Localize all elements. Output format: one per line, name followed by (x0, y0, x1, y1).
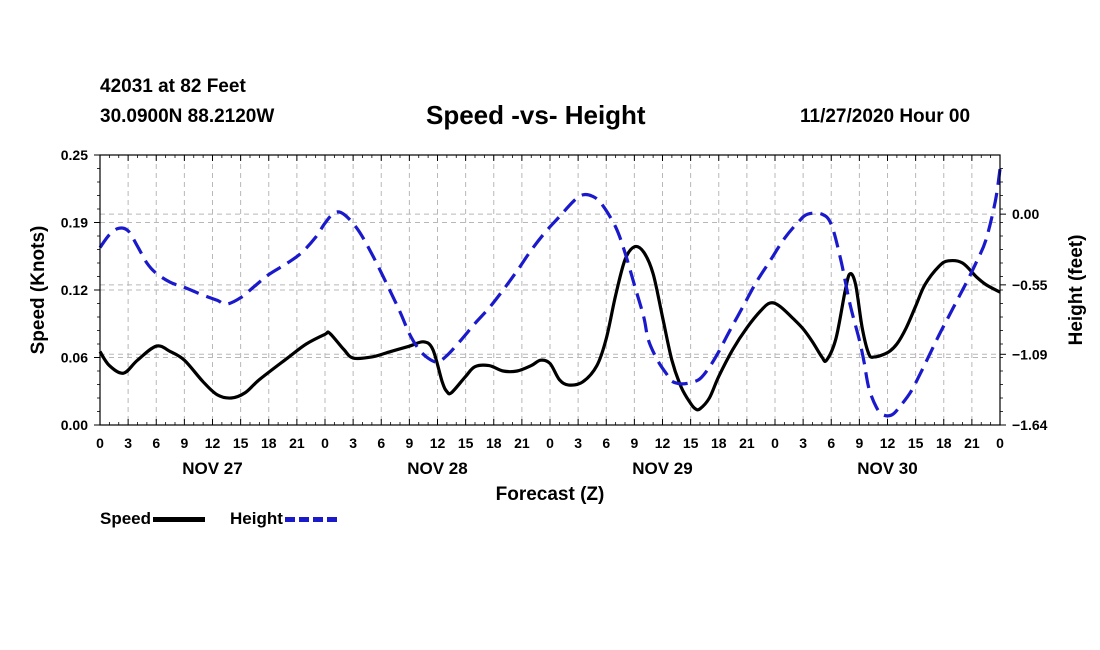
x-tick-label: 9 (855, 435, 863, 451)
x-tick-label: 12 (205, 435, 221, 451)
station-label: 42031 at 82 Feet (100, 76, 246, 97)
x-tick-label: 18 (711, 435, 727, 451)
x-tick-label: 12 (430, 435, 446, 451)
legend-height: Height (230, 509, 337, 529)
x-tick-label: 3 (349, 435, 357, 451)
legend-height-swatch (284, 516, 337, 522)
legend-speed-label: Speed (100, 509, 152, 528)
left-tick-label: 0.19 (61, 215, 88, 231)
legend-height-label: Height (230, 509, 283, 528)
x-tick-label: 15 (233, 435, 249, 451)
day-label: NOV 27 (182, 459, 242, 478)
coordinates-label: 30.0900N 88.2120W (100, 106, 275, 127)
right-tick-label: 0.00 (1012, 206, 1039, 222)
left-tick-label: 0.25 (61, 147, 88, 163)
left-tick-label: 0.06 (61, 350, 88, 366)
x-tick-label: 0 (96, 435, 104, 451)
x-tick-label: 6 (377, 435, 385, 451)
speed-series-line (98, 244, 1001, 412)
x-tick-label: 18 (936, 435, 952, 451)
x-tick-label: 21 (739, 435, 755, 451)
day-label: NOV 29 (632, 459, 692, 478)
x-tick-label: 3 (574, 435, 582, 451)
left-axis-label: Speed (Knots) (28, 226, 49, 355)
x-tick-label: 3 (799, 435, 807, 451)
day-label: NOV 28 (407, 459, 467, 478)
x-tick-label: 0 (321, 435, 329, 451)
x-tick-label: 15 (458, 435, 474, 451)
x-tick-label: 9 (405, 435, 413, 451)
legend-speed: Speed (100, 509, 206, 529)
right-tick-label: −0.55 (1012, 277, 1048, 293)
x-tick-label: 18 (261, 435, 277, 451)
left-tick-label: 0.00 (61, 417, 88, 433)
x-tick-label: 12 (655, 435, 671, 451)
day-label: NOV 30 (857, 459, 917, 478)
x-tick-label: 6 (602, 435, 610, 451)
left-tick-label: 0.12 (61, 282, 88, 298)
x-axis-label: Forecast (Z) (496, 484, 605, 505)
x-tick-label: 21 (964, 435, 980, 451)
x-tick-label: 6 (827, 435, 835, 451)
right-tick-label: −1.09 (1012, 346, 1048, 362)
x-tick-label: 0 (996, 435, 1004, 451)
x-tick-label: 15 (683, 435, 699, 451)
right-tick-label: −1.64 (1012, 417, 1048, 433)
x-tick-label: 9 (180, 435, 188, 451)
x-tick-label: 18 (486, 435, 502, 451)
series-layer (98, 168, 1002, 418)
legend-speed-swatch (153, 516, 206, 522)
x-tick-label: 12 (880, 435, 896, 451)
forecast-date-label: 11/27/2020 Hour 00 (800, 106, 971, 127)
x-tick-label: 21 (514, 435, 530, 451)
x-tick-label: 9 (630, 435, 638, 451)
axes: 0 3 6 9 12 15 18 21 0 3 6 9 12 15 18 21 0 3 6 9 12 15 18 21 0 3 6 9… (61, 147, 1048, 478)
height-series-line (98, 168, 1002, 418)
chart-title: Speed -vs- Height (426, 100, 646, 130)
x-tick-label: 0 (771, 435, 779, 451)
x-tick-label: 3 (124, 435, 132, 451)
x-tick-label: 15 (908, 435, 924, 451)
grid (100, 155, 1000, 425)
x-tick-label: 0 (546, 435, 554, 451)
x-tick-label: 6 (152, 435, 160, 451)
right-axis-label: Height (feet) (1066, 235, 1087, 346)
x-tick-label: 21 (289, 435, 305, 451)
